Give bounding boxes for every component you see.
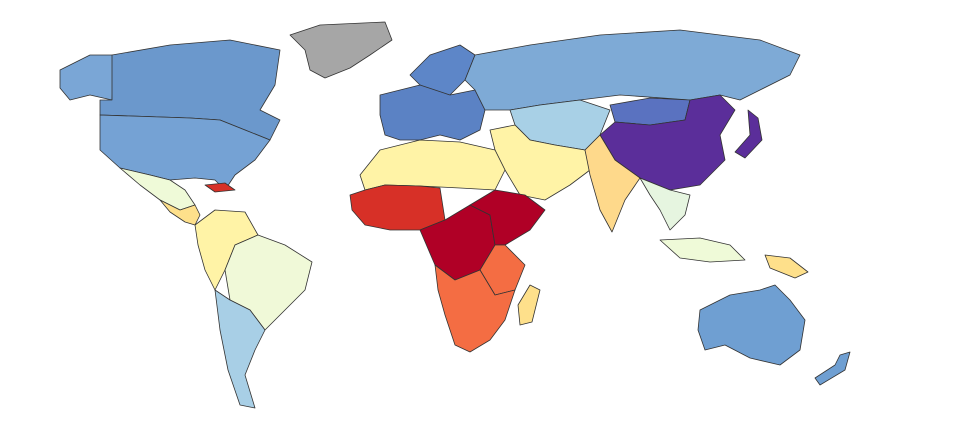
region-greenland[interactable] (289, 21, 393, 79)
region-australia[interactable] (697, 284, 806, 366)
region-madagascar[interactable] (517, 284, 541, 326)
region-europe[interactable] (379, 84, 486, 141)
region-papua[interactable] (764, 254, 809, 279)
region-central-america[interactable] (159, 199, 201, 226)
region-brazil[interactable] (224, 234, 313, 331)
region-alaska[interactable] (59, 54, 116, 101)
region-horn-of-africa[interactable] (469, 189, 546, 246)
region-india[interactable] (584, 134, 641, 233)
region-indonesia[interactable] (659, 237, 746, 263)
region-southern-cone[interactable] (214, 289, 266, 409)
region-west-africa[interactable] (349, 184, 446, 231)
region-japan[interactable] (734, 109, 763, 159)
region-new-zealand[interactable] (814, 351, 851, 386)
region-southern-africa[interactable] (434, 264, 516, 353)
region-southeast-asia[interactable] (639, 177, 691, 231)
region-north-africa[interactable] (359, 139, 506, 191)
region-caribbean[interactable] (204, 182, 236, 193)
region-russia[interactable] (464, 29, 801, 111)
